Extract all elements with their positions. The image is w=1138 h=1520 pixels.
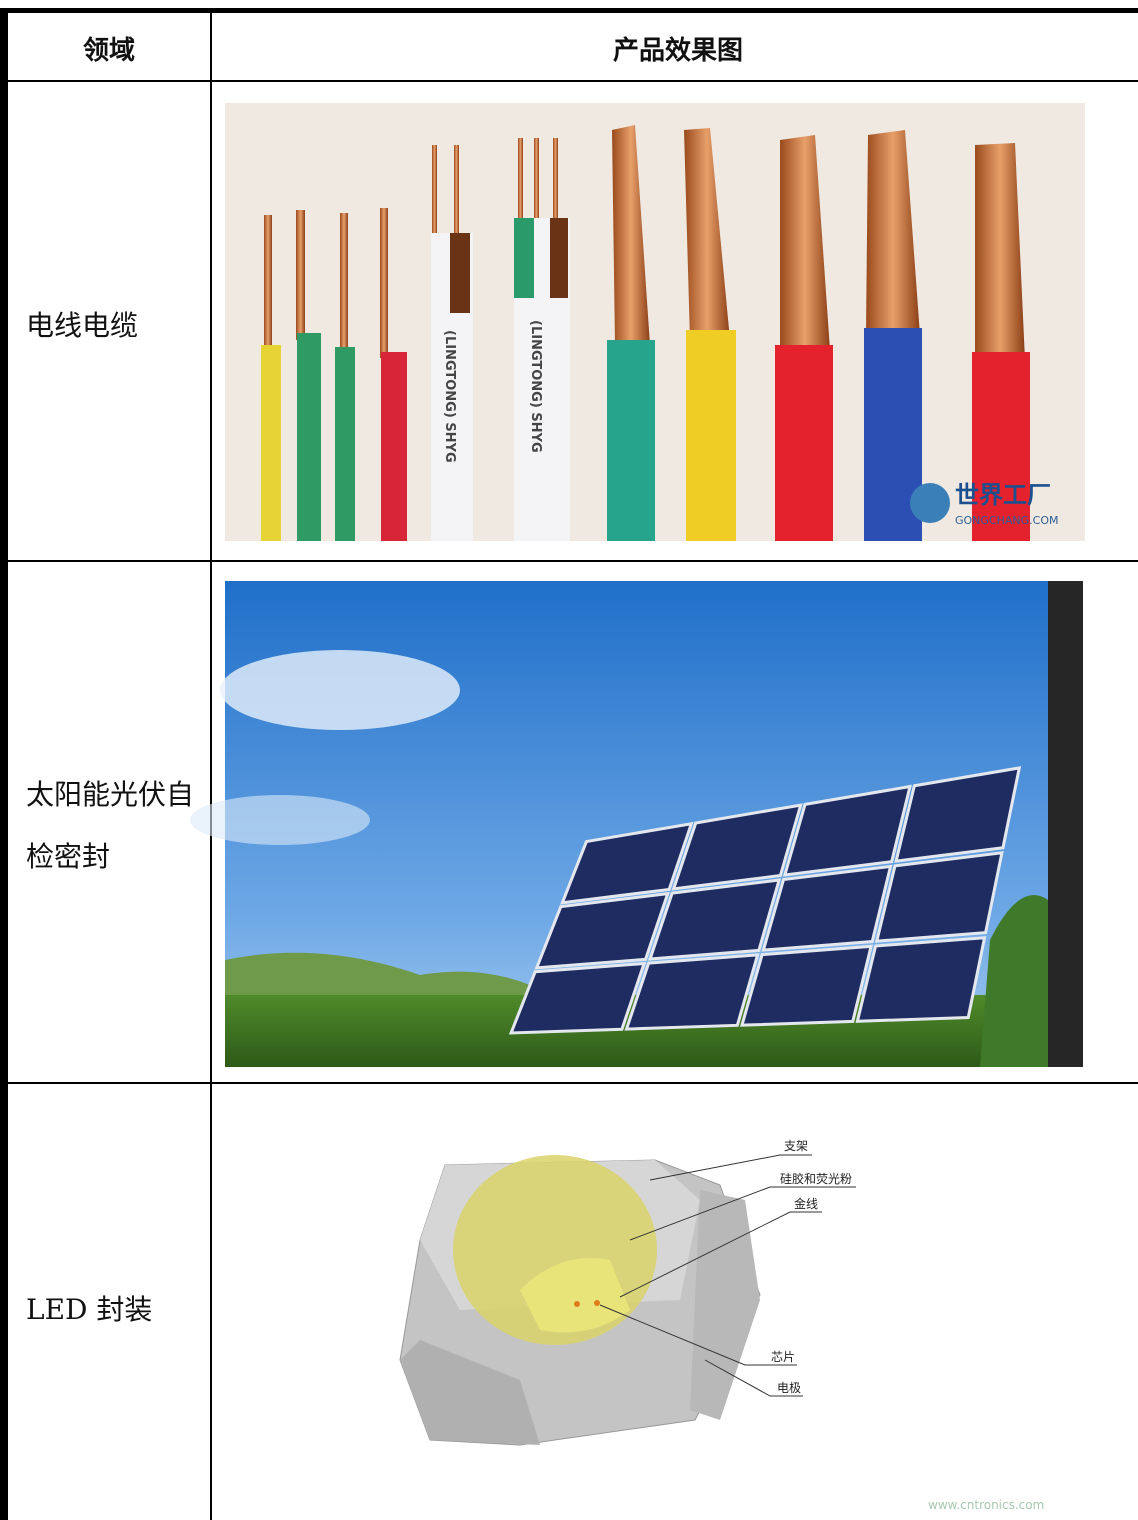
solar-panel bbox=[560, 821, 694, 905]
solar-panel bbox=[894, 766, 1022, 863]
column-divider bbox=[210, 13, 212, 1520]
watermark-text: 世界工厂 bbox=[955, 481, 1051, 509]
solar-panel bbox=[534, 891, 670, 970]
solar-panel bbox=[761, 864, 893, 952]
table-left-border bbox=[0, 8, 8, 1520]
watermark-url: GONGCHANG.COM bbox=[955, 514, 1059, 527]
solar-panel bbox=[855, 936, 987, 1023]
solar-image bbox=[190, 581, 1083, 1067]
wires-image: (LINGTONG) SHYG (LINGTONG) SHYG 世界工厂 GON… bbox=[225, 103, 1085, 541]
row-divider bbox=[8, 1082, 1138, 1084]
solar-panel bbox=[671, 803, 803, 891]
row-divider bbox=[8, 80, 1138, 82]
row-divider bbox=[8, 560, 1138, 562]
solar-panel bbox=[624, 953, 760, 1031]
solar-panel bbox=[647, 878, 782, 961]
diagram-label: 金线 bbox=[794, 1196, 818, 1211]
solar-panel bbox=[874, 851, 1004, 943]
field-label: 电线电缆 bbox=[26, 309, 139, 342]
solar-panel bbox=[739, 944, 874, 1027]
solar-panels bbox=[508, 766, 1022, 1035]
wire-print: (LINGTONG) SHYG bbox=[528, 320, 543, 453]
diagram-label: 芯片 bbox=[771, 1350, 795, 1364]
solar-panel bbox=[782, 784, 912, 877]
table-top-border bbox=[0, 8, 1138, 13]
watermark-url: www.cntronics.com bbox=[928, 1498, 1044, 1512]
wire-print: (LINGTONG) SHYG bbox=[442, 330, 457, 463]
led-image: 支架 硅胶和荧光粉 金线 芯片 电极 www.cntronics.com bbox=[399, 1139, 1044, 1512]
header-product: 产品效果图 bbox=[612, 36, 743, 66]
thin-wires: (LINGTONG) SHYG (LINGTONG) SHYG bbox=[261, 138, 570, 541]
solar-panel bbox=[508, 961, 647, 1035]
field-label: 太阳能光伏自检密封 bbox=[26, 778, 195, 873]
diagram-label: 硅胶和荧光粉 bbox=[780, 1171, 852, 1186]
field-label: LED 封装 bbox=[26, 1293, 153, 1326]
diagram-label: 支架 bbox=[784, 1139, 808, 1153]
header-field: 领域 bbox=[82, 36, 135, 66]
watermark: 世界工厂 GONGCHANG.COM bbox=[910, 481, 1059, 527]
diagram-label: 电极 bbox=[777, 1381, 801, 1395]
